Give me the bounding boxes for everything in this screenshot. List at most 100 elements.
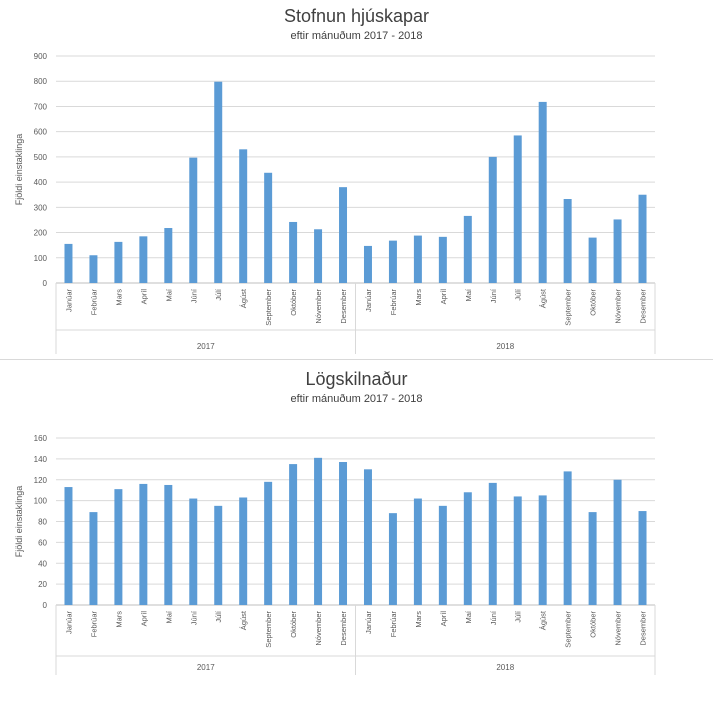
- y-tick-label: 80: [38, 518, 47, 527]
- x-tick-label: Janúar: [64, 611, 73, 634]
- x-tick-label: Nóvember: [614, 289, 623, 324]
- bar: [438, 236, 447, 283]
- bar: [114, 489, 123, 605]
- x-tick-label: Október: [289, 289, 298, 316]
- bar: [289, 221, 298, 283]
- bar: [488, 482, 497, 605]
- group-label: 2017: [197, 342, 215, 351]
- x-tick-label: Febrúar: [89, 289, 98, 316]
- bar: [613, 219, 622, 283]
- x-tick-label: Maí: [164, 610, 173, 623]
- bar: [239, 149, 248, 283]
- x-tick-label: Mars: [414, 289, 423, 306]
- x-tick-label: Ágúst: [539, 288, 548, 308]
- bar: [488, 156, 497, 283]
- bar: [164, 228, 173, 283]
- x-tick-label: Júní: [189, 610, 198, 625]
- y-axis-label: Fjöldi einstaklinga: [14, 486, 24, 558]
- y-tick-label: 160: [34, 434, 48, 443]
- bar: [189, 498, 198, 605]
- x-tick-label: Ágúst: [239, 288, 248, 308]
- x-tick-label: Nóvember: [314, 611, 323, 646]
- x-tick-label: Mars: [114, 611, 123, 628]
- bar: [139, 483, 148, 605]
- bar: [638, 511, 647, 605]
- y-axis-label: Fjöldi einstaklinga: [14, 134, 24, 206]
- x-tick-label: Desember: [339, 611, 348, 646]
- bar: [339, 187, 348, 283]
- x-tick-label: Apríl: [139, 289, 148, 305]
- x-tick-label: Desember: [639, 611, 648, 646]
- bar: [89, 512, 98, 605]
- x-tick-label: Ágúst: [539, 610, 548, 630]
- y-tick-label: 0: [43, 279, 48, 288]
- y-tick-label: 500: [34, 153, 48, 162]
- bar: [388, 513, 397, 605]
- bar: [314, 457, 323, 605]
- x-tick-label: Mars: [414, 611, 423, 628]
- bar-chart-plot: 0 20 40 60 80 100 120 140 160 Fjöldi einstaklinga…: [14, 434, 656, 675]
- x-tick-label: Nóvember: [614, 611, 623, 646]
- bar: [538, 495, 547, 605]
- bar: [413, 498, 422, 605]
- x-tick-label: Mars: [114, 289, 123, 306]
- chart-divider: [0, 359, 713, 360]
- y-tick-label: 400: [34, 178, 48, 187]
- bar: [314, 229, 323, 283]
- group-label: 2018: [496, 663, 514, 672]
- bar: [239, 497, 248, 605]
- group-label: 2017: [197, 663, 215, 672]
- bar: [438, 505, 447, 605]
- x-tick-label: Febrúar: [389, 289, 398, 316]
- y-tick-label: 800: [34, 77, 48, 86]
- chart-subtitle: eftir mánuðum 2017 - 2018: [290, 30, 423, 42]
- bar: [513, 135, 522, 283]
- x-tick-label: Apríl: [139, 611, 148, 627]
- bar: [463, 492, 472, 605]
- y-tick-label: 40: [38, 559, 47, 568]
- x-tick-label: Október: [289, 611, 298, 638]
- bar: [363, 469, 372, 605]
- bar: [413, 235, 422, 283]
- x-tick-label: Apríl: [439, 611, 448, 627]
- x-tick-label: September: [564, 610, 573, 647]
- y-tick-label: 200: [34, 229, 48, 238]
- bar-chart-plot: 0 100 200 300 400 500 600 700 800 900 Fjöldi einst…: [14, 52, 656, 354]
- x-tick-label: Júní: [489, 288, 498, 303]
- chart-title: Lögskilnaður: [305, 369, 408, 389]
- bar: [89, 255, 98, 283]
- x-tick-label: Júní: [489, 610, 498, 625]
- bar: [588, 237, 597, 283]
- y-tick-label: 20: [38, 580, 47, 589]
- bar: [563, 199, 572, 283]
- chart-logskilnadur: Lögskilnaður eftir mánuðum 2017 - 2018 0…: [0, 362, 713, 708]
- y-tick-label: 0: [43, 601, 48, 610]
- x-tick-label: Janúar: [364, 611, 373, 634]
- bar: [513, 496, 522, 605]
- chart-title: Stofnun hjúskapar: [283, 6, 430, 26]
- chart-subtitle: eftir mánuðum 2017 - 2018: [290, 393, 423, 405]
- x-tick-label: September: [264, 610, 273, 647]
- x-tick-label: September: [564, 288, 573, 325]
- x-tick-label: Janúar: [364, 289, 373, 312]
- bar: [388, 240, 397, 283]
- bar: [189, 157, 198, 283]
- x-tick-label: Apríl: [439, 289, 448, 305]
- bar: [264, 172, 273, 283]
- bar: [214, 505, 223, 605]
- x-tick-label: Nóvember: [314, 289, 323, 324]
- x-tick-label: Janúar: [64, 289, 73, 312]
- bar: [538, 101, 547, 283]
- y-tick-label: 120: [34, 476, 48, 485]
- y-tick-label: 100: [34, 254, 48, 263]
- group-label: 2018: [496, 342, 514, 351]
- x-tick-label: Júní: [189, 288, 198, 303]
- bar: [588, 512, 597, 605]
- x-tick-label: Ágúst: [239, 610, 248, 630]
- x-tick-label: Maí: [464, 610, 473, 623]
- x-tick-label: Júlí: [214, 610, 223, 623]
- bar: [164, 484, 173, 605]
- bar: [139, 236, 148, 283]
- x-tick-label: Júlí: [514, 288, 523, 301]
- x-tick-label: Desember: [339, 289, 348, 324]
